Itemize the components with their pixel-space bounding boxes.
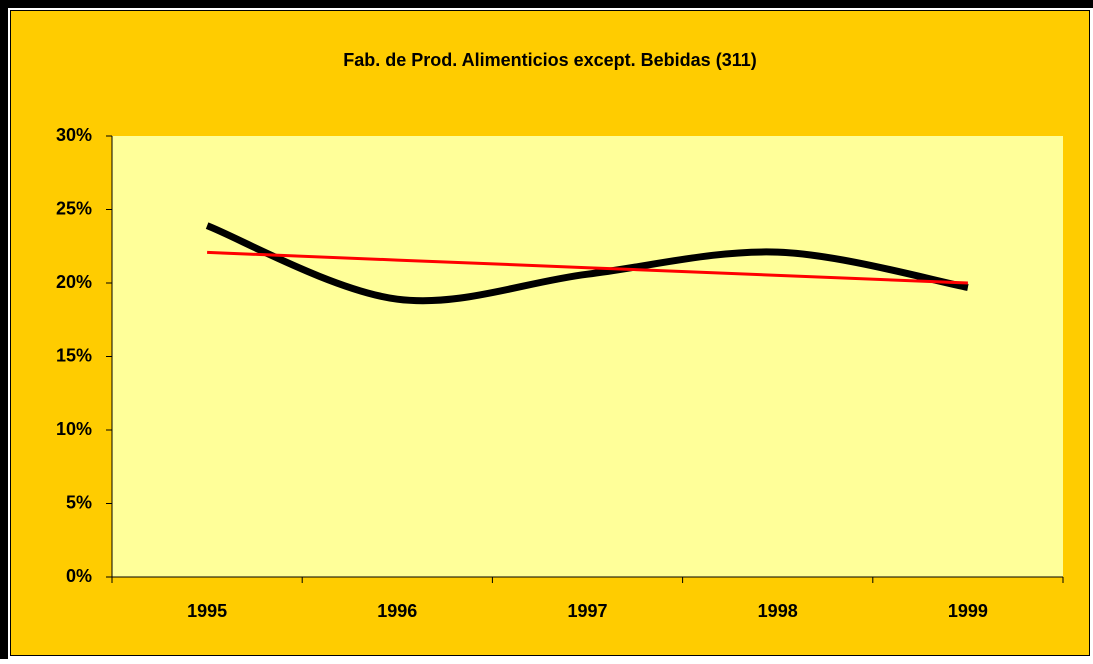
x-tick-label: 1997 [567, 601, 607, 621]
x-tick-label: 1996 [377, 601, 417, 621]
x-tick-label: 1999 [948, 601, 988, 621]
y-tick-label: 25% [56, 198, 92, 218]
plot-area [112, 136, 1063, 577]
y-tick-label: 30% [56, 125, 92, 145]
series-line [205, 222, 969, 305]
frame-top [0, 0, 1093, 8]
x-tick-label: 1998 [758, 601, 798, 621]
y-tick-label: 0% [66, 566, 92, 586]
y-tick-label: 10% [56, 419, 92, 439]
y-tick-label: 20% [56, 272, 92, 292]
y-tick-label: 5% [66, 492, 92, 512]
frame-left [0, 0, 8, 659]
x-tick-label: 1995 [187, 601, 227, 621]
y-tick-label: 15% [56, 345, 92, 365]
chart-title: Fab. de Prod. Alimenticios except. Bebid… [343, 50, 756, 70]
series-line [207, 250, 968, 285]
